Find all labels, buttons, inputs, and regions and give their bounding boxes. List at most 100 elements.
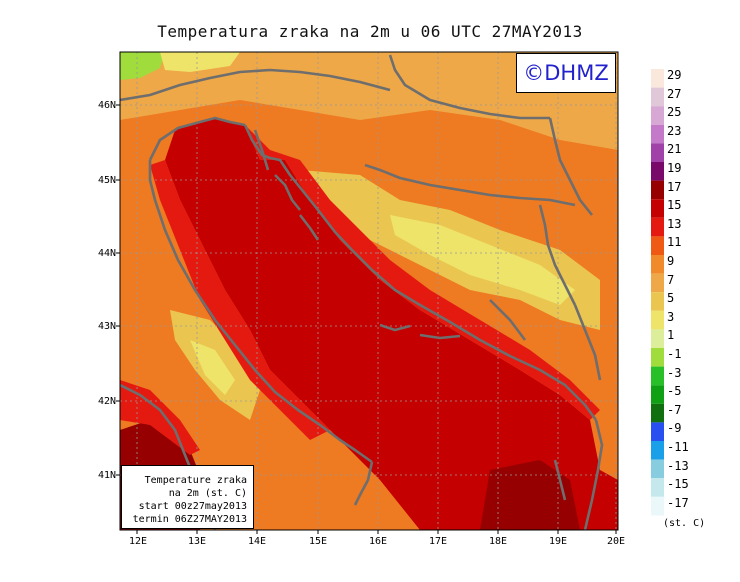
lon-label-17e: 17E	[428, 536, 448, 547]
lat-label-46n: 46N	[97, 100, 116, 111]
border-herzegovina	[489, 299, 527, 341]
info-box: Temperature zraka na 2m (st. C) start 00…	[121, 465, 254, 529]
border-hungary	[388, 54, 550, 120]
legend-swatch	[651, 199, 664, 218]
legend-label: 3	[667, 309, 675, 324]
map-title: Temperatura zraka na 2m u 06 UTC 27MAY20…	[157, 22, 583, 41]
lon-label-16e: 16E	[368, 536, 388, 547]
legend-label: 23	[667, 123, 682, 138]
island-1	[274, 174, 302, 211]
italian-coast	[150, 160, 330, 440]
croatian-coastline	[243, 124, 598, 421]
apennines-core	[190, 340, 235, 395]
lon-label-18e: 18E	[488, 536, 508, 547]
legend-label: 15	[667, 198, 682, 213]
lat-label-45n: 45N	[97, 175, 116, 186]
legend-label: 9	[667, 254, 675, 268]
lon-label-20e: 20E	[606, 536, 626, 547]
legend-label: -13	[667, 458, 689, 473]
lat-label-41n: 41N	[97, 470, 116, 481]
legend-label: -11	[667, 440, 689, 454]
legend-swatch	[651, 292, 664, 311]
dhmz-logo: ©DHMZ	[516, 53, 616, 93]
lon-label-14e: 14E	[247, 536, 267, 547]
legend-label: 13	[667, 216, 682, 231]
legend-swatch	[651, 403, 664, 423]
legend-swatch	[651, 236, 664, 255]
legend-swatch	[651, 478, 664, 497]
legend-swatch	[651, 217, 664, 237]
lon-label-12e: 12E	[128, 536, 148, 547]
legend-label: 29	[667, 68, 682, 82]
border-drina	[538, 204, 577, 306]
island-4	[419, 333, 461, 340]
legend-swatch	[651, 329, 664, 348]
legend-swatch	[651, 273, 664, 293]
legend-label: 11	[667, 235, 682, 250]
albanian-coast	[583, 419, 604, 530]
legend-label: 27	[667, 86, 682, 101]
legend-swatch	[651, 255, 664, 274]
ionian-deep	[480, 460, 580, 530]
axis-ticks	[116, 104, 617, 534]
legend-swatch	[651, 385, 664, 404]
west-coast	[120, 380, 200, 455]
lat-label-44n: 44N	[97, 248, 116, 259]
border-serbia-north	[548, 117, 594, 216]
legend-swatch	[651, 124, 664, 144]
border-sava	[364, 163, 576, 207]
legend-swatch	[651, 441, 664, 460]
legend-swatch	[651, 366, 664, 386]
info-line-1: Temperature zraka	[144, 475, 247, 486]
legend-swatch	[651, 143, 664, 162]
legend-label: 17	[667, 179, 682, 194]
map-frame	[119, 51, 619, 531]
legend-label: 7	[667, 272, 675, 287]
border-montenegro	[573, 304, 602, 381]
legend-swatch	[651, 162, 664, 181]
alps-cool-area	[160, 52, 240, 72]
legend-label: 1	[667, 328, 675, 343]
legend-label: 5	[667, 291, 675, 306]
legend-unit: (st. C)	[663, 518, 706, 529]
lon-label-19e: 19E	[548, 536, 568, 547]
legend-swatch	[651, 459, 664, 479]
lon-label-15e: 15E	[308, 536, 328, 547]
legend-swatch	[651, 69, 664, 88]
legend-label: -7	[667, 402, 682, 417]
island-2	[298, 214, 320, 241]
legend-label: -9	[667, 421, 682, 436]
legend-swatch	[651, 348, 664, 367]
dinaric-core	[390, 215, 575, 305]
legend-label: -1	[667, 347, 682, 361]
info-line-4: termin 06Z27MAY2013	[132, 514, 247, 525]
island-3	[379, 323, 411, 332]
legend-swatch	[651, 422, 664, 441]
legend-swatch	[651, 310, 664, 330]
info-line-3: start 00z27may2013	[138, 501, 247, 512]
croatian-coast	[245, 125, 600, 420]
info-line-2: na 2m (st. C)	[168, 488, 247, 499]
gargano	[353, 461, 374, 506]
map-grid	[120, 52, 618, 530]
legend-label: -3	[667, 365, 682, 380]
lat-label-42n: 42N	[97, 396, 116, 407]
border-albania	[553, 459, 567, 501]
map-field	[120, 52, 618, 530]
legend-label: -17	[667, 495, 689, 510]
istria	[253, 129, 270, 171]
legend-swatch	[651, 496, 664, 516]
legend-swatch	[651, 87, 664, 107]
legend-label: -5	[667, 384, 682, 399]
lat-label-43n: 43N	[97, 321, 116, 332]
northern-adriatic-coast	[148, 116, 246, 161]
nw-cool-area	[120, 52, 165, 80]
legend-label: 21	[667, 142, 682, 157]
north-plain	[120, 52, 618, 150]
lon-label-13e: 13E	[187, 536, 207, 547]
legend-label: 19	[667, 161, 682, 175]
border-austria	[120, 68, 391, 102]
legend-swatch	[651, 106, 664, 125]
color-legend	[651, 69, 664, 516]
